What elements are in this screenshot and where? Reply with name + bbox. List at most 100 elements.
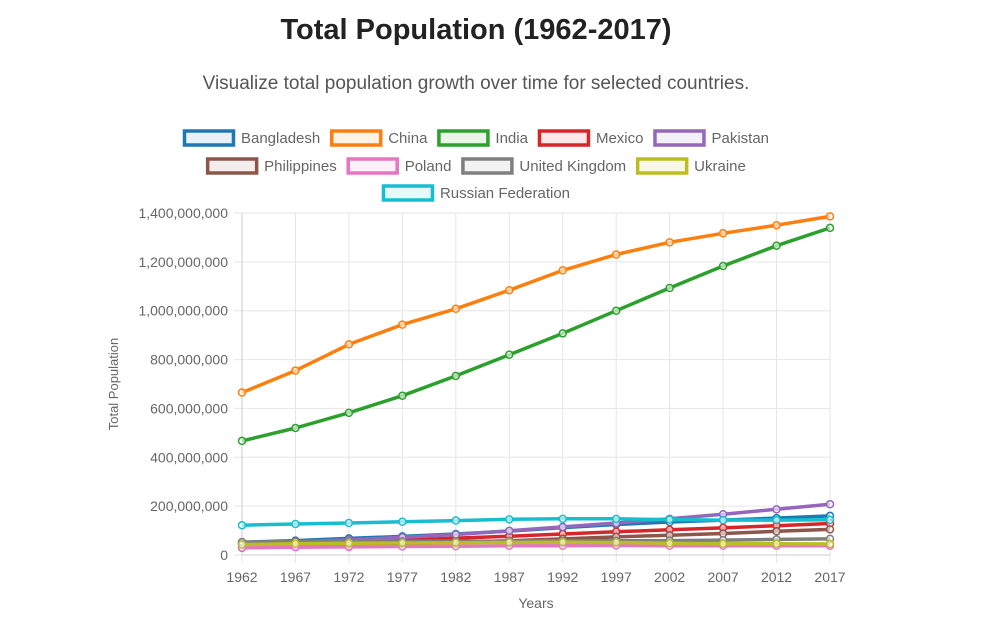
data-point[interactable]: [452, 539, 459, 546]
data-point[interactable]: [559, 330, 566, 337]
legend-label: Poland: [405, 158, 452, 175]
data-point[interactable]: [452, 517, 459, 524]
data-point[interactable]: [345, 519, 352, 526]
data-point[interactable]: [399, 392, 406, 399]
x-tick-label: 1972: [333, 569, 364, 585]
legend-swatch: [439, 131, 488, 145]
data-point[interactable]: [399, 321, 406, 328]
data-point[interactable]: [345, 409, 352, 416]
data-point[interactable]: [613, 251, 620, 258]
x-tick-label: 1962: [226, 569, 257, 585]
legend-item-philippines[interactable]: Philippines: [208, 158, 337, 175]
data-point[interactable]: [452, 372, 459, 379]
y-tick-label: 600,000,000: [150, 400, 228, 416]
data-point[interactable]: [506, 287, 513, 294]
x-tick-label: 1982: [440, 569, 471, 585]
x-tick-label: 1992: [547, 569, 578, 585]
data-point[interactable]: [239, 389, 246, 396]
legend-item-india[interactable]: India: [439, 130, 529, 147]
data-point[interactable]: [720, 263, 727, 270]
data-point[interactable]: [720, 540, 727, 547]
data-point[interactable]: [292, 424, 299, 431]
data-point[interactable]: [827, 213, 834, 220]
data-point[interactable]: [613, 515, 620, 522]
y-tick-label: 0: [220, 547, 228, 563]
data-point[interactable]: [239, 541, 246, 548]
legend-item-pakistan[interactable]: Pakistan: [655, 130, 769, 147]
chart-legend[interactable]: Bangladesh China India Mexico Pakistan Philip…: [184, 130, 769, 202]
data-point[interactable]: [666, 540, 673, 547]
legend-swatch: [655, 131, 704, 145]
data-point[interactable]: [506, 539, 513, 546]
data-point[interactable]: [292, 520, 299, 527]
y-tick-label: 1,200,000,000: [138, 254, 228, 270]
data-point[interactable]: [773, 222, 780, 229]
legend-item-russian-federation[interactable]: Russian Federation: [383, 185, 570, 202]
data-point[interactable]: [720, 230, 727, 237]
x-tick-label: 2012: [761, 569, 792, 585]
legend-swatch: [184, 131, 233, 145]
data-point[interactable]: [773, 528, 780, 535]
legend-swatch: [383, 186, 432, 200]
data-point[interactable]: [452, 305, 459, 312]
series-india: [239, 224, 834, 444]
data-point[interactable]: [666, 284, 673, 291]
legend-label: Pakistan: [711, 130, 769, 147]
data-point[interactable]: [506, 516, 513, 523]
data-point[interactable]: [559, 539, 566, 546]
data-point[interactable]: [720, 517, 727, 524]
data-point[interactable]: [773, 506, 780, 513]
data-point[interactable]: [506, 351, 513, 358]
data-point[interactable]: [613, 307, 620, 314]
chart-series: [239, 213, 834, 551]
data-point[interactable]: [239, 437, 246, 444]
legend-item-poland[interactable]: Poland: [348, 158, 451, 175]
chart-grid: [234, 213, 830, 563]
data-point[interactable]: [773, 540, 780, 547]
data-point[interactable]: [559, 515, 566, 522]
series-line-poland: [242, 546, 830, 548]
data-point[interactable]: [399, 518, 406, 525]
data-point[interactable]: [613, 539, 620, 546]
data-point[interactable]: [452, 531, 459, 538]
data-point[interactable]: [559, 523, 566, 530]
data-point[interactable]: [827, 516, 834, 523]
y-axis: 0 200,000,000 400,000,000 600,000,000 800,00…: [138, 205, 228, 563]
data-point[interactable]: [773, 517, 780, 524]
data-point[interactable]: [827, 501, 834, 508]
data-point[interactable]: [559, 267, 566, 274]
data-point[interactable]: [773, 242, 780, 249]
data-point[interactable]: [827, 526, 834, 533]
population-line-chart: Bangladesh China India Mexico Pakistan Philip…: [0, 0, 992, 627]
x-tick-label: 1967: [280, 569, 311, 585]
data-point[interactable]: [827, 224, 834, 231]
y-tick-label: 400,000,000: [150, 449, 228, 465]
legend-item-united-kingdom[interactable]: United Kingdom: [463, 158, 626, 175]
x-tick-label: 1997: [601, 569, 632, 585]
x-tick-label: 2017: [814, 569, 845, 585]
legend-item-china[interactable]: China: [332, 130, 428, 147]
legend-label: China: [388, 130, 428, 147]
data-point[interactable]: [239, 522, 246, 529]
legend-item-bangladesh[interactable]: Bangladesh: [184, 130, 320, 147]
data-point[interactable]: [506, 527, 513, 534]
y-tick-label: 200,000,000: [150, 498, 228, 514]
legend-label: Bangladesh: [241, 130, 320, 147]
y-tick-label: 1,000,000,000: [138, 303, 228, 319]
data-point[interactable]: [666, 239, 673, 246]
data-point[interactable]: [345, 540, 352, 547]
legend-item-ukraine[interactable]: Ukraine: [638, 158, 746, 175]
data-point[interactable]: [292, 367, 299, 374]
legend-swatch: [463, 159, 512, 173]
x-tick-label: 2002: [654, 569, 685, 585]
legend-item-mexico[interactable]: Mexico: [539, 130, 643, 147]
y-tick-label: 800,000,000: [150, 352, 228, 368]
data-point[interactable]: [345, 341, 352, 348]
legend-swatch: [348, 159, 397, 173]
x-axis-label: Years: [518, 595, 553, 611]
legend-swatch: [638, 159, 687, 173]
data-point[interactable]: [292, 540, 299, 547]
data-point[interactable]: [827, 541, 834, 548]
data-point[interactable]: [399, 540, 406, 547]
data-point[interactable]: [666, 516, 673, 523]
